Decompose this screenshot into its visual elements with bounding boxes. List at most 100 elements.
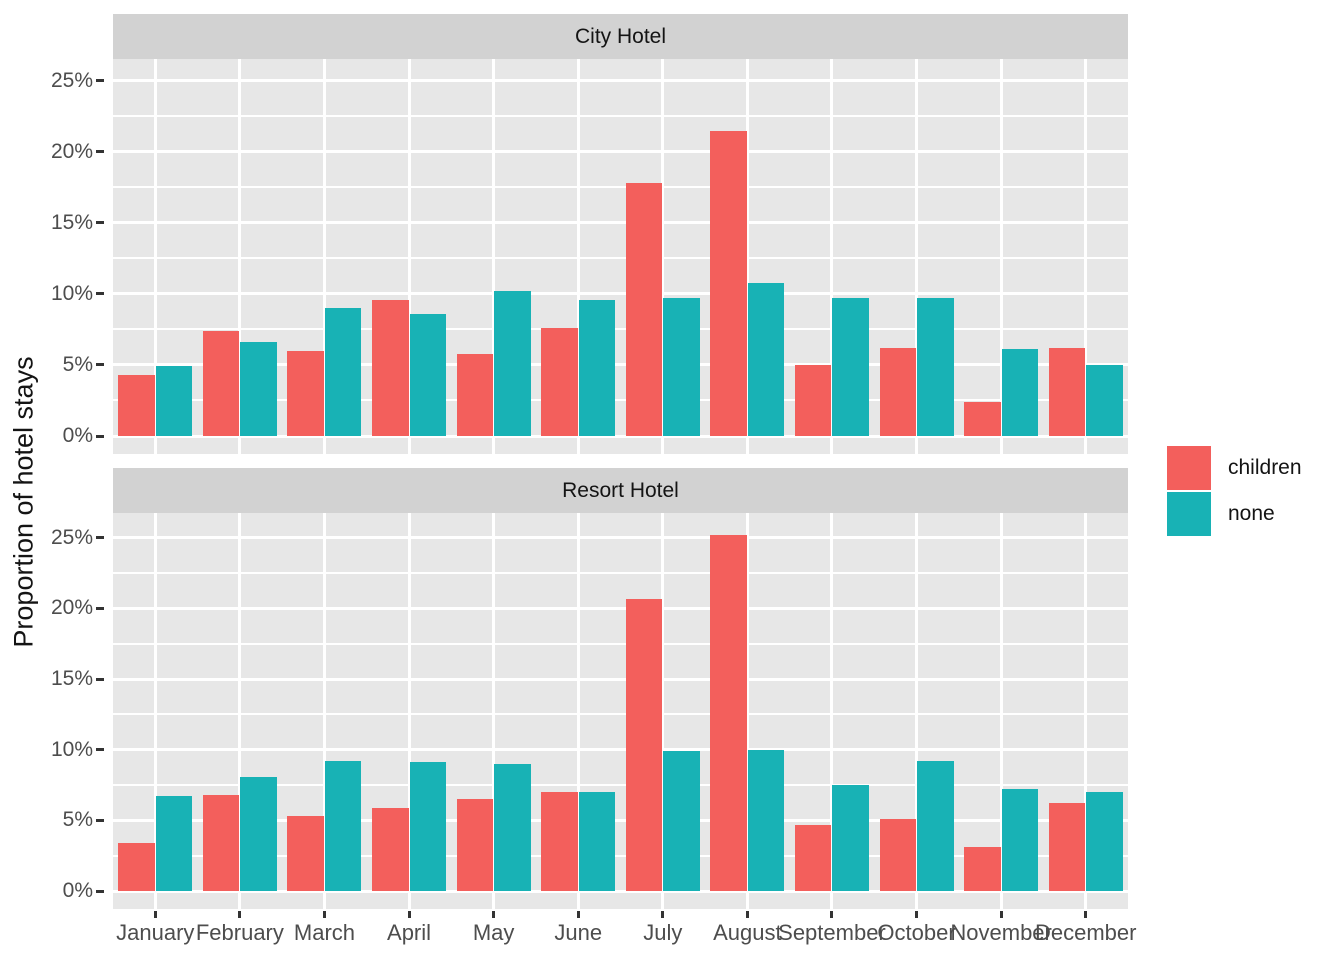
y-tick-label: 25% (50, 68, 93, 92)
y-tick-mark (96, 221, 104, 225)
gridline-vertical (661, 513, 665, 909)
y-tick-label: 20% (50, 139, 93, 163)
y-tick-label: 25% (50, 525, 93, 549)
y-tick-mark (96, 606, 104, 610)
gridline-major (113, 606, 1128, 610)
facet-panel-resort-hotel (113, 513, 1128, 909)
bar-resort-august-none (747, 749, 785, 891)
bar-city-october-none (917, 298, 954, 436)
gridline-minor (113, 784, 1128, 787)
bar-resort-october-none (917, 761, 954, 891)
gridline-major (113, 677, 1128, 681)
gridline-vertical (407, 59, 411, 454)
bar-city-june-none (578, 299, 616, 436)
x-tick-mark (745, 911, 749, 918)
gridline-vertical (576, 59, 580, 454)
bar-city-april-none (409, 313, 447, 436)
gridline-vertical (661, 59, 665, 454)
legend-label-none: none (1228, 502, 1275, 525)
gridline-vertical (492, 59, 496, 454)
bar-resort-january-children (118, 842, 155, 891)
x-tick-label-january: January (116, 920, 195, 945)
facet-strip-resort-hotel-label: Resort Hotel (562, 478, 679, 502)
x-tick-mark (407, 911, 411, 918)
x-tick-label-september: September (778, 920, 886, 945)
bar-city-january-children (118, 374, 155, 436)
x-tick-mark (153, 911, 157, 918)
x-tick-label-march: March (293, 920, 356, 945)
x-tick-mark (492, 911, 496, 918)
bar-city-july-none (663, 298, 700, 436)
bar-city-september-none (832, 298, 869, 436)
gridline-vertical (915, 513, 919, 909)
x-tick-mark (915, 911, 919, 918)
y-tick-mark (96, 748, 104, 752)
gridline-major (113, 221, 1128, 225)
legend-label-children: children (1228, 456, 1302, 479)
bar-city-june-children (541, 328, 578, 436)
bar-resort-november-children (964, 847, 1001, 891)
bar-city-august-none (747, 282, 785, 436)
bar-resort-june-none (578, 792, 616, 891)
bar-city-december-children (1048, 347, 1086, 436)
bar-resort-march-children (287, 816, 324, 891)
bar-resort-september-none (832, 785, 869, 891)
gridline-minor (113, 186, 1128, 189)
y-tick-label: 5% (62, 352, 93, 376)
gridline-vertical (153, 513, 157, 909)
x-tick-label-november: November (950, 920, 1052, 945)
bar-resort-august-children (710, 534, 747, 891)
bar-resort-october-children (879, 818, 917, 891)
gridline-minor (113, 115, 1128, 118)
x-tick-label-may: May (472, 920, 515, 945)
bar-resort-january-none (155, 796, 193, 891)
bar-city-february-none (240, 342, 277, 436)
y-tick-mark (96, 363, 104, 367)
x-tick-mark (999, 911, 1003, 918)
legend-swatch-children (1167, 446, 1211, 490)
y-tick-label: 10% (50, 281, 93, 305)
x-tick-label-july: July (643, 920, 683, 945)
x-tick-mark (1084, 911, 1088, 918)
bar-city-january-none (155, 366, 193, 436)
bar-resort-march-none (324, 761, 362, 891)
y-tick-label: 15% (50, 667, 93, 691)
gridline-major (113, 434, 1128, 438)
x-tick-label-december: December (1034, 920, 1137, 945)
bar-city-july-children (625, 183, 663, 436)
gridline-vertical (1084, 59, 1088, 454)
facet-strip-city-hotel-label: City Hotel (574, 24, 667, 48)
gridline-vertical (322, 59, 326, 454)
gridline-vertical (1084, 513, 1088, 909)
gridline-vertical (492, 513, 496, 909)
y-tick-label: 20% (50, 596, 93, 620)
legend-item-children: children (1167, 446, 1302, 490)
y-tick-label: 0% (62, 879, 93, 902)
gridline-minor (113, 713, 1128, 716)
gridline-major (113, 79, 1128, 83)
y-tick-mark (96, 536, 104, 540)
bar-resort-april-none (409, 762, 447, 891)
y-tick-label: 5% (62, 808, 93, 832)
gridline-vertical (238, 59, 242, 454)
gridline-major (113, 818, 1128, 822)
legend-swatch-none (1167, 492, 1211, 536)
bar-resort-may-none (494, 763, 531, 891)
y-tick-mark (96, 150, 104, 154)
bar-city-november-children (964, 401, 1001, 436)
x-tick-mark (576, 911, 580, 918)
y-tick-mark (96, 889, 104, 893)
bar-city-december-none (1086, 364, 1123, 436)
bar-resort-december-none (1086, 792, 1123, 891)
bar-resort-december-children (1048, 803, 1086, 891)
bar-resort-july-children (625, 598, 663, 891)
gridline-vertical (830, 59, 834, 454)
bar-city-may-none (494, 291, 531, 436)
gridline-vertical (745, 513, 749, 909)
x-tick-mark (661, 911, 665, 918)
gridline-vertical (407, 513, 411, 909)
gridline-vertical (999, 513, 1003, 909)
bar-resort-september-children (794, 824, 832, 891)
y-tick-mark (96, 79, 104, 83)
